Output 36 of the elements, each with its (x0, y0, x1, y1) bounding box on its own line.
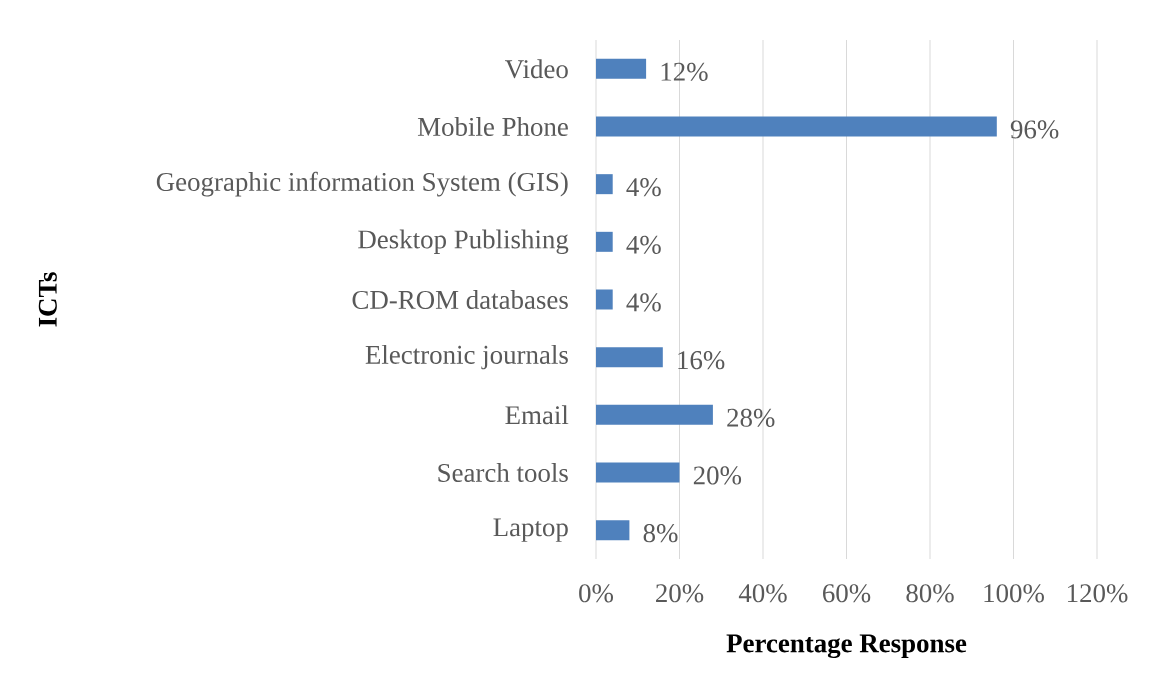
x-tick-label: 120% (1067, 584, 1128, 603)
x-tick-label: 80% (906, 584, 954, 603)
bar (596, 347, 663, 368)
x-tick-label: 0% (579, 584, 614, 603)
y-tick-label: CD-ROM databases (352, 290, 568, 309)
x-tick-label: 20% (656, 584, 704, 603)
bar (596, 58, 647, 79)
bar (596, 289, 613, 310)
data-label: 4% (626, 293, 661, 312)
x-tick-label: 60% (823, 584, 871, 603)
bar (596, 462, 680, 483)
bar (596, 174, 613, 195)
data-label: 12% (661, 62, 708, 81)
y-tick-label: Electronic journals (365, 344, 568, 370)
data-label: 28% (727, 408, 775, 427)
y-tick-label: Mobile Phone (417, 117, 568, 136)
x-tick-label: 100% (984, 584, 1044, 603)
data-label: 8% (643, 524, 678, 543)
bar (596, 231, 613, 252)
data-label: 4% (626, 178, 661, 197)
data-label: 16% (678, 351, 725, 370)
x-tick-label: 40% (738, 584, 787, 603)
data-label: 20% (693, 466, 742, 485)
data-label: 4% (626, 235, 661, 254)
bar (596, 404, 713, 425)
y-tick-label: Desktop Publishing (358, 229, 569, 255)
bar (596, 116, 997, 137)
y-tick-label: Laptop (493, 518, 568, 542)
y-tick-label: Email (505, 405, 569, 425)
bar (596, 520, 630, 541)
y-tick-label: Search tools (438, 463, 568, 482)
y-axis-title: ICTs (38, 272, 57, 327)
x-axis-title: Percentage Response (726, 634, 967, 659)
data-label: 96% (1010, 120, 1059, 139)
y-tick-label: Geographic information System (GIS) (156, 171, 568, 197)
y-tick-label: Video (505, 59, 568, 79)
